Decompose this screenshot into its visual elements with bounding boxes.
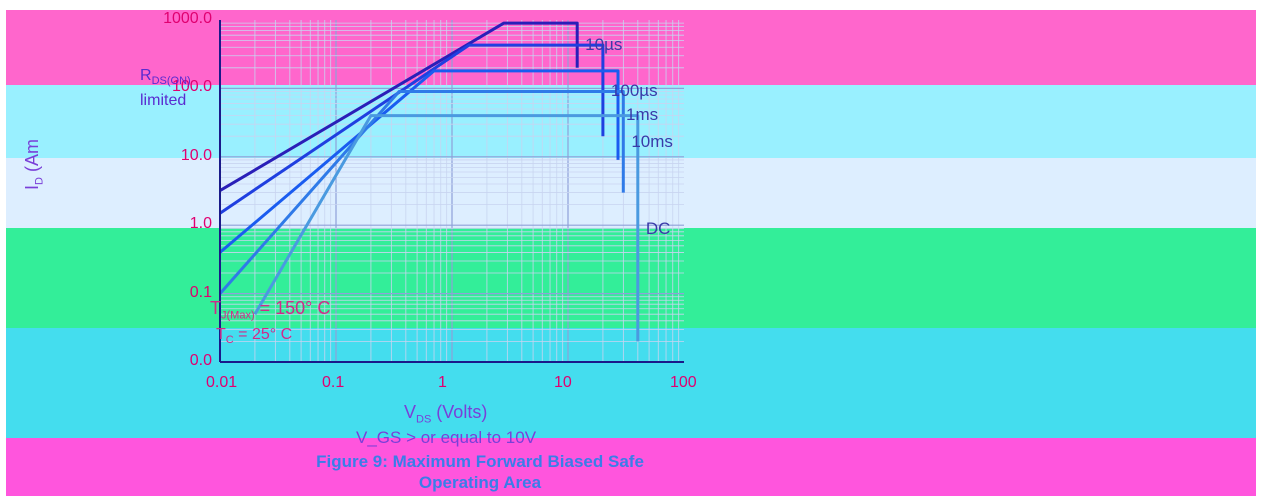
- series-label: 10ms: [631, 132, 673, 152]
- band-bottom: [6, 438, 1256, 496]
- series-label: 100µs: [610, 80, 658, 100]
- y-tick-label: 1.0: [189, 215, 212, 233]
- figure-caption: Figure 9: Maximum Forward Biased Safe: [316, 452, 644, 471]
- y-tick-label: 0.1: [189, 283, 212, 301]
- series-label: 10µs: [585, 35, 623, 55]
- x-tick-label: 100: [670, 374, 697, 391]
- rds-limited-label: RDS(ON) limited: [140, 67, 191, 110]
- x-tick-label: 0.1: [322, 374, 345, 391]
- tc-label: TC = 25° C: [216, 326, 293, 347]
- y-tick-label: 0.0: [189, 352, 212, 369]
- y-tick-label: 100.0: [171, 78, 212, 96]
- grid-lines: [219, 20, 684, 363]
- series-line-5: [253, 114, 640, 342]
- band-light: [6, 158, 1256, 228]
- y-axis-title: ID (Am: [22, 139, 46, 190]
- axes: [219, 20, 684, 363]
- x-tick-label: 0.01: [206, 374, 238, 391]
- band-cyan: [6, 328, 1256, 438]
- series-line-1: [219, 21, 579, 192]
- band-mid: [6, 85, 1256, 158]
- vgs-note: V_GS > or equal to 10V: [356, 428, 537, 447]
- x-tick-label: 1: [438, 374, 447, 391]
- y-tick-label: 10.0: [180, 146, 212, 164]
- series-label: 1ms: [626, 105, 659, 125]
- figure-caption-line2: Operating Area: [418, 473, 542, 492]
- band-green: [6, 228, 1256, 328]
- y-tick-label: 1000.0: [163, 10, 212, 27]
- x-axis-title: VDS (Volts): [404, 402, 488, 426]
- tj-max-label: TJ(Max) = 150° C: [210, 298, 331, 322]
- series-label: DC: [645, 218, 671, 238]
- series-line-4: [218, 90, 625, 295]
- series-lines: [218, 21, 640, 342]
- x-tick-label: 10: [554, 374, 572, 391]
